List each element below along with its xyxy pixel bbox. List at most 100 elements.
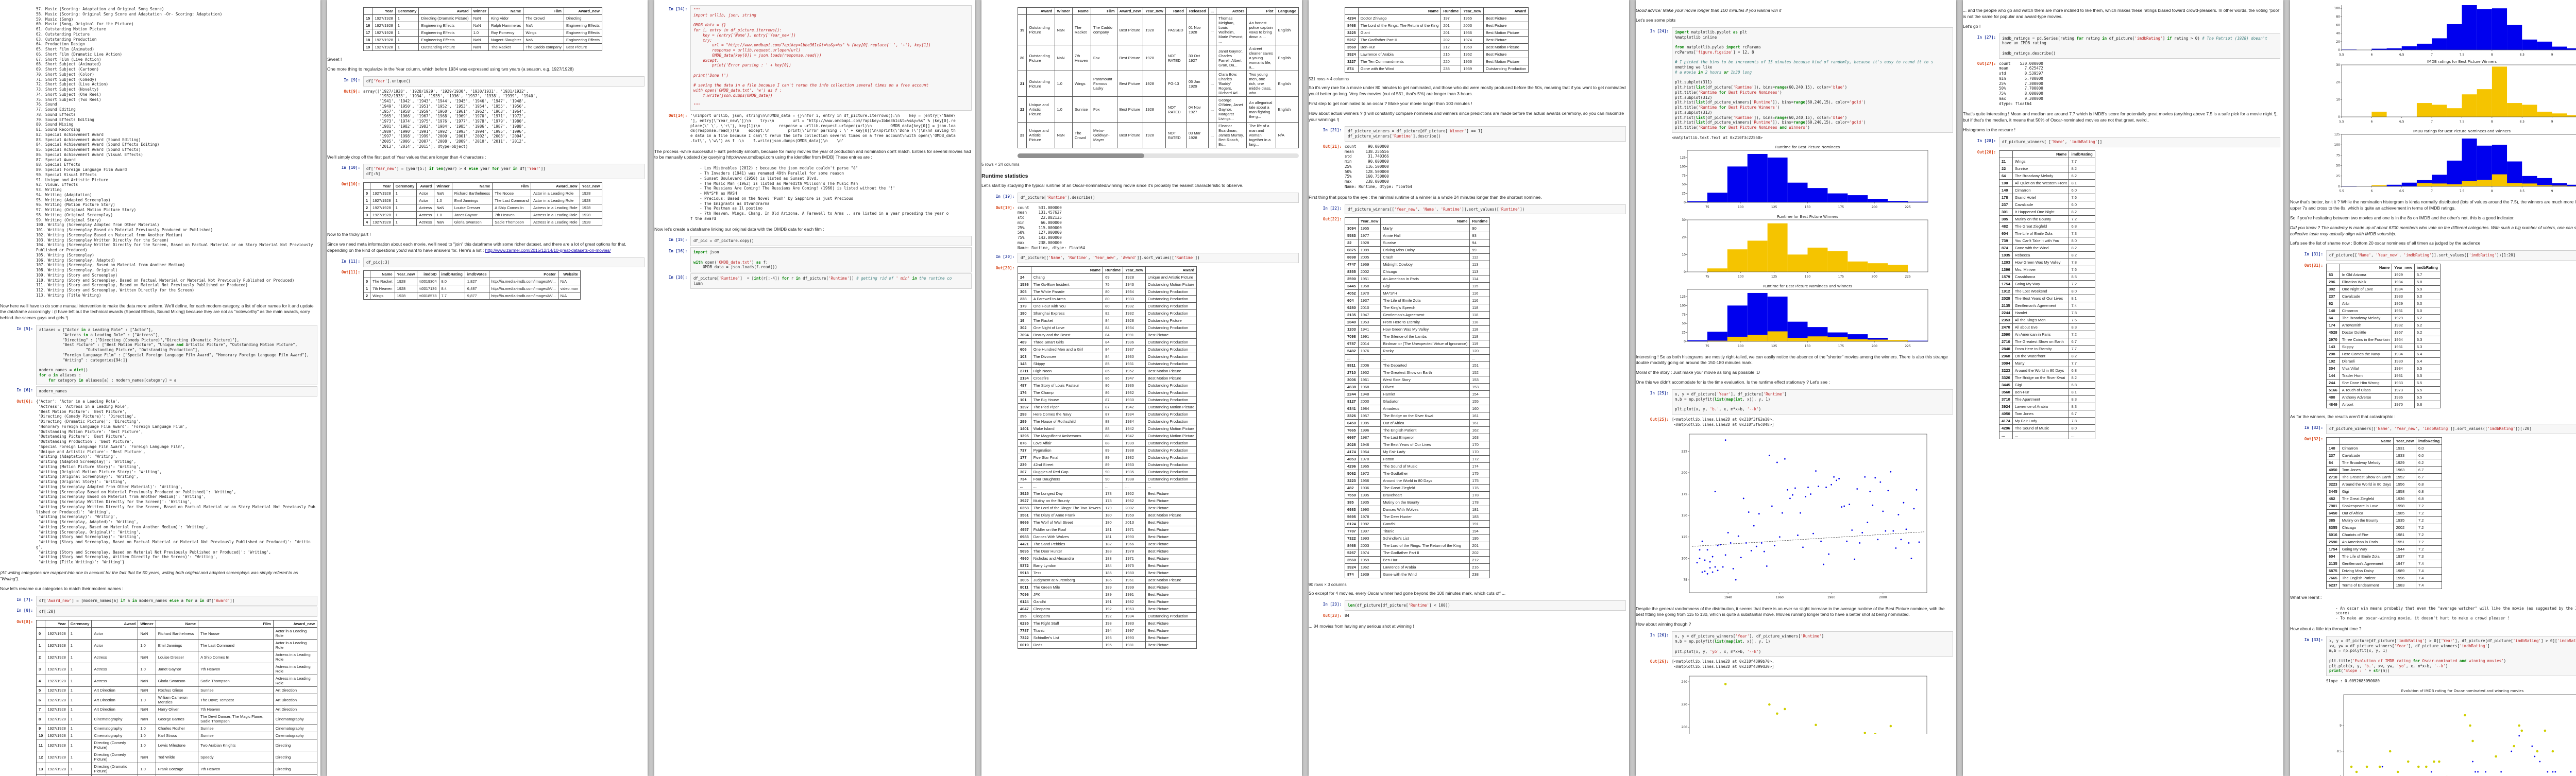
table-cell: 2244 — [1999, 308, 2013, 317]
table-row: 1401 Wake Island 88 1942 Outstanding Motion … — [1018, 425, 1197, 433]
table-cell: 7665 — [2326, 574, 2340, 582]
table-cell: A Ship Comes In — [198, 651, 274, 664]
table-cell: tt0018578 — [417, 292, 439, 300]
table-cell: 1928 — [1143, 96, 1166, 123]
output-text: count 531.000000 mean 131.457627 std 22.… — [1018, 205, 1085, 250]
table-cell: PASSED — [1165, 14, 1187, 45]
table-cell: 6.4 — [2414, 357, 2441, 366]
table-row: Year Ceremony Award Winner Name Film Award_new… — [327, 5, 645, 53]
table-cell: Actor — [91, 627, 139, 640]
table-cell: 155 — [1469, 398, 1490, 406]
table-cell: 1974 — [1461, 36, 1484, 44]
column-header: imdbRating — [2414, 264, 2441, 272]
table-cell: Art Direction — [273, 686, 318, 695]
table-cell: 1.0 — [1054, 71, 1073, 97]
table-row: 480 Anthony Adverse 1936 6.5 — [2326, 393, 2441, 402]
table-cell: MA*S*H — [1380, 289, 1470, 298]
table-cell: 6450 — [2326, 509, 2340, 517]
table-cell: Actor — [91, 639, 139, 652]
fig-content: IMDB ratings for Best Picture Nominees a… — [2326, 127, 2576, 196]
table-cell: 1933 — [2392, 292, 2415, 301]
table-cell: 1.0 — [138, 739, 156, 752]
table-cell: Best Picture — [1145, 641, 1197, 649]
table-cell: 7 — [36, 705, 46, 714]
dataframe-table: Year Ceremony Award Winner Name Film Award_new… — [363, 182, 603, 226]
table-cell: Outstanding Production — [1145, 439, 1197, 447]
scrollbar-thumb[interactable] — [1018, 153, 1144, 158]
table-cell: The Greatest Show on Earth — [2012, 337, 2070, 346]
table-cell: Actress in a Leading Role — [531, 211, 580, 219]
table-cell: NaN — [138, 675, 156, 687]
table-header-row: Name Year_new imdbRating — [2326, 264, 2441, 272]
table-cell: An American in Paris — [2339, 538, 2394, 546]
table-cell: 7.8 — [2069, 417, 2095, 425]
table-cell: 1966 — [1123, 540, 1146, 548]
figure-clipped: 1001201401601802002202401940196019802000 — [1672, 672, 1932, 734]
table-cell: The Lost Weekend — [2012, 287, 2070, 295]
table-row: 4849 Airport 1970 6.6 — [2326, 401, 2441, 409]
table-cell: 6983 — [1018, 533, 1031, 541]
table-cell: 2028 — [1999, 294, 2013, 302]
code-row: In [8]: df[:20] — [0, 607, 317, 617]
table-row: 140 Cimarron 1931 6.0 — [2326, 444, 2443, 452]
table-cell: NaN — [434, 189, 452, 197]
table-cell: 3225 — [1345, 29, 1359, 37]
fig-row: Runtime for Best Picture Nominees and Wi… — [1636, 282, 1953, 351]
column-header: Year_new — [2393, 437, 2417, 445]
svg-text:7.5: 7.5 — [2460, 189, 2465, 193]
chart-hist_runtime_nom: Runtime for Best Picture Nominees0255075… — [1680, 145, 1928, 209]
table-cell: 1946 — [1358, 441, 1381, 449]
table-cell: 8.3 — [2069, 323, 2095, 331]
table-row: Out[10]: Year Ceremony Award Winner Name Film A… — [327, 180, 645, 228]
table-cell: The Broadway Melody — [2339, 458, 2394, 467]
table-cell: 154 — [1469, 390, 1490, 399]
table-cell: 4047 — [1018, 605, 1031, 613]
table-cell: 1954 — [2392, 336, 2415, 344]
table-cell: 1978 — [1123, 547, 1146, 556]
table-cell: 64 — [2326, 458, 2340, 467]
pre-content: - Les Misérables (2012) : because the js… — [690, 164, 972, 222]
table-row: 18 1927/1928 1 Engineering Effects NaN Nugent… — [363, 36, 602, 44]
paragraph: Moral of the story : Just make your movi… — [1636, 370, 1760, 375]
paragraph: How about actual winners ? (I will const… — [1309, 110, 1624, 122]
column-header: Website — [557, 270, 581, 279]
table-cell: 1.0 — [138, 763, 156, 775]
table-row: 144 Trader Horn 1931 6.5 — [2326, 372, 2441, 380]
table-cell: Sunrise — [1072, 96, 1091, 123]
svg-text:8.5: 8.5 — [2519, 189, 2524, 193]
table-cell: 1947 — [1123, 374, 1146, 383]
table-cell: 1 — [67, 751, 92, 764]
table-content: Year Ceremony Award Winner Name Film Award_new… — [363, 180, 645, 228]
horizontal-scrollbar[interactable] — [1018, 153, 1299, 158]
svg-text:0: 0 — [1684, 201, 1686, 204]
table-cell: 6.7 — [2416, 473, 2443, 481]
table-row: 178 Grand Hotel 7.6 — [1999, 193, 2095, 201]
table-cell: 1932 — [1123, 389, 1146, 397]
table-cell: The Silence of the Lambs — [1380, 333, 1470, 341]
table-cell: 1930 — [2392, 357, 2415, 366]
table-cell: 1931 — [1123, 360, 1146, 368]
table-cell: 7.7 — [2069, 359, 2095, 367]
table-cell: 1983 — [1123, 619, 1146, 628]
table-cell: 175 — [1469, 477, 1490, 485]
output-prompt: Out[10]: — [341, 181, 360, 186]
table-cell: 489 — [1018, 338, 1031, 347]
table-cell: 1956 — [1461, 58, 1484, 65]
svg-text:75: 75 — [1705, 205, 1709, 209]
table-row: 1 1927/1928 1 Actor 1.0 Emil Jannings The Last… — [363, 196, 603, 204]
svg-text:25: 25 — [1682, 331, 1686, 334]
hyperlink[interactable]: http://www.zarmel.com/2015/12/14/10-grea… — [485, 247, 611, 253]
code-row: In [22]: df_picture_winners[['Year_new', … — [1309, 204, 1626, 215]
table-row: 1203 1941 How Green Was My Valley 118 — [1345, 325, 1490, 334]
table-cell: 2968 — [1999, 352, 2013, 360]
code-content: x, y = df_picture['Year'], df_picture['R… — [1672, 389, 1953, 415]
table-row: 7787 Titanic 194 1997 Best Picture — [1018, 627, 1197, 635]
code-row: In [18]: df_picture['Runtime'] = [int(r[:… — [654, 273, 972, 289]
table-row: 6124 Gandhi 191 1982 Best Picture — [1018, 598, 1197, 606]
table-cell: 216 — [1469, 563, 1490, 572]
table-row: 3005 Judgment at Nuremberg 186 1961 Best Mot… — [1018, 576, 1197, 584]
table-cell: 6.7 — [2069, 409, 2095, 418]
table-cell: 1936 — [1358, 484, 1381, 492]
table-row: 7098 1991 The Silence of the Lambs 118 — [1345, 333, 1490, 341]
table-cell: My Fair Lady — [2012, 417, 2070, 425]
